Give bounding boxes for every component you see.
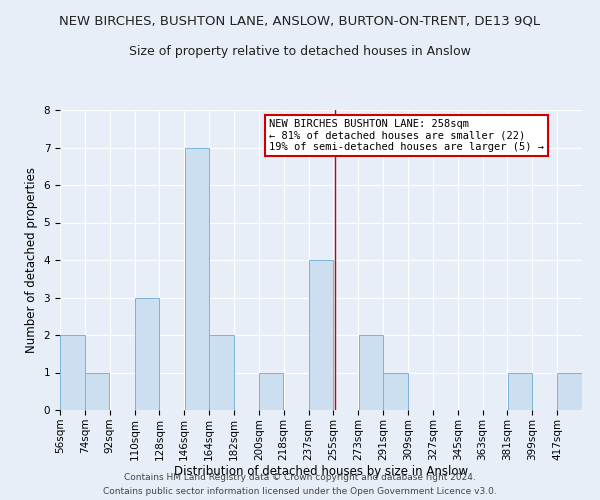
Text: Size of property relative to detached houses in Anslow: Size of property relative to detached ho…: [129, 45, 471, 58]
Bar: [61, 335, 85, 410]
Bar: [383, 372, 407, 410]
Text: NEW BIRCHES, BUSHTON LANE, ANSLOW, BURTON-ON-TRENT, DE13 9QL: NEW BIRCHES, BUSHTON LANE, ANSLOW, BURTO…: [59, 15, 541, 28]
Bar: [185, 148, 209, 410]
Text: Contains public sector information licensed under the Open Government Licence v3: Contains public sector information licen…: [103, 488, 497, 496]
Text: NEW BIRCHES BUSHTON LANE: 258sqm
← 81% of detached houses are smaller (22)
19% o: NEW BIRCHES BUSHTON LANE: 258sqm ← 81% o…: [269, 119, 544, 152]
Bar: [135, 298, 159, 410]
Bar: [309, 260, 333, 410]
X-axis label: Distribution of detached houses by size in Anslow: Distribution of detached houses by size …: [174, 466, 468, 478]
Bar: [508, 372, 532, 410]
Bar: [85, 372, 109, 410]
Text: Contains HM Land Registry data © Crown copyright and database right 2024.: Contains HM Land Registry data © Crown c…: [124, 472, 476, 482]
Bar: [259, 372, 283, 410]
Bar: [557, 372, 581, 410]
Y-axis label: Number of detached properties: Number of detached properties: [25, 167, 38, 353]
Bar: [209, 335, 233, 410]
Bar: [359, 335, 383, 410]
